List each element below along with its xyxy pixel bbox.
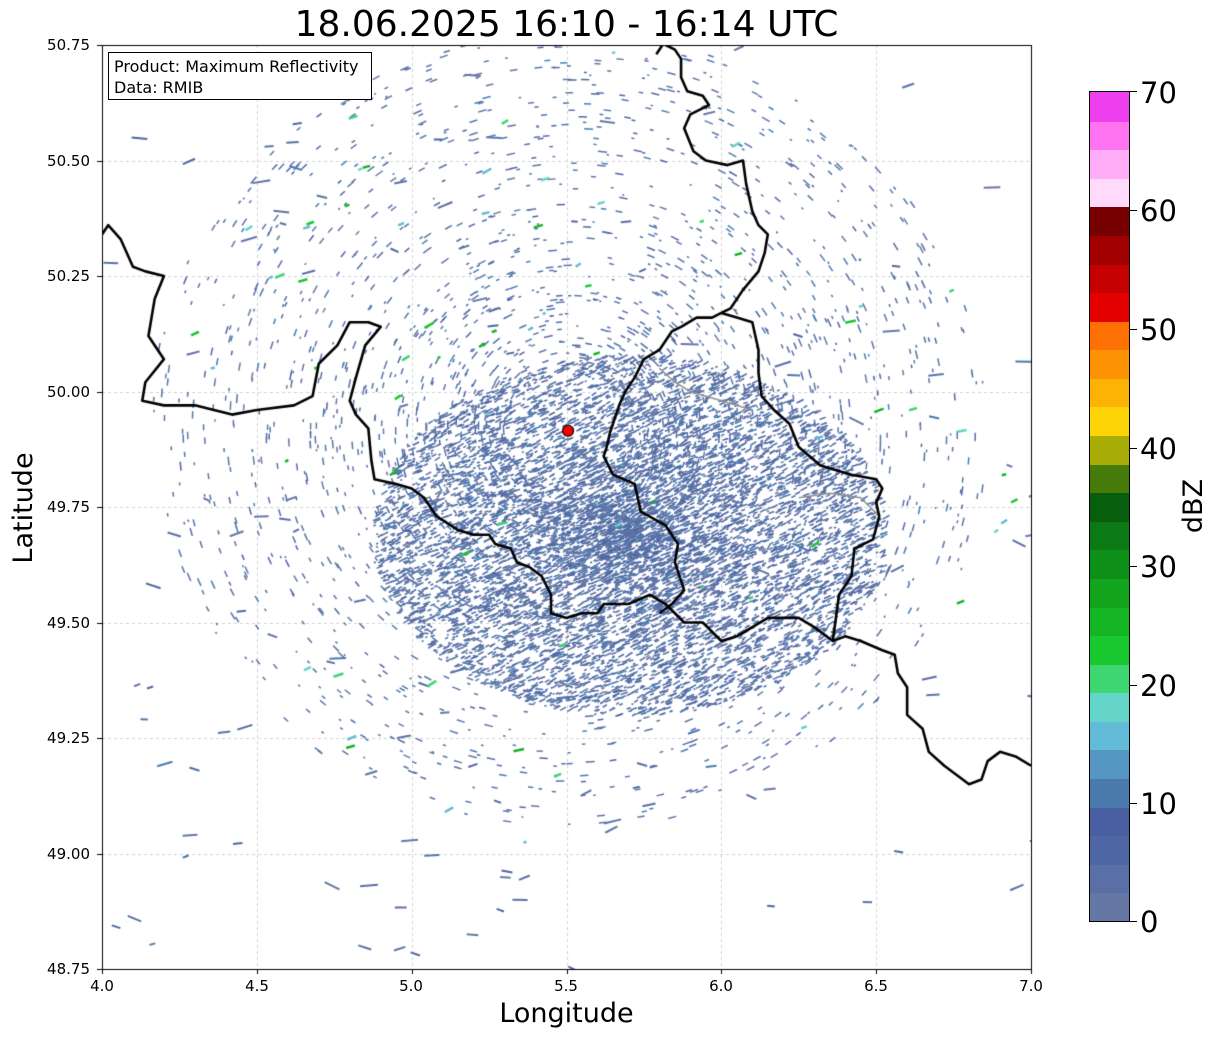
colorbar-segment	[1090, 292, 1129, 322]
x-tick-label: 4.5	[245, 977, 269, 995]
y-axis-label: Latitude	[8, 452, 39, 564]
colorbar-segment	[1090, 606, 1129, 637]
colorbar-segment	[1090, 92, 1129, 122]
map-title: 18.06.2025 16:10 - 16:14 UTC	[294, 4, 839, 45]
colorbar-tick-mark	[1130, 210, 1137, 211]
colorbar-tick-label: 70	[1140, 76, 1177, 110]
colorbar-segment	[1090, 234, 1129, 265]
colorbar-segment	[1090, 863, 1129, 894]
colorbar-segment	[1090, 377, 1129, 408]
colorbar-segment	[1090, 520, 1129, 551]
y-tick-label: 49.75	[47, 498, 90, 516]
colorbar-tick-mark	[1130, 566, 1137, 567]
colorbar-segment	[1090, 406, 1129, 437]
x-tick-label: 6.5	[864, 977, 888, 995]
colorbar-tick-label: 60	[1140, 194, 1177, 228]
colorbar-segment	[1090, 435, 1129, 465]
colorbar-segment	[1090, 577, 1129, 608]
colorbar-unit-label: dBZ	[1178, 478, 1209, 534]
y-tick-label: 49.00	[47, 845, 90, 863]
colorbar-segment	[1090, 806, 1129, 837]
x-tick-label: 7.0	[1019, 977, 1043, 995]
colorbar-tick-mark	[1130, 921, 1137, 922]
colorbar-segment	[1090, 349, 1129, 379]
colorbar-segment	[1090, 749, 1129, 780]
x-tick-label: 5.5	[554, 977, 578, 995]
y-tick-label: 49.25	[47, 729, 90, 747]
data-source-label: Data: RMIB	[114, 78, 204, 97]
colorbar-segment	[1090, 892, 1129, 921]
colorbar-segment	[1090, 120, 1129, 151]
x-tick-label: 4.0	[90, 977, 114, 995]
colorbar-segment	[1090, 177, 1129, 208]
colorbar-segment	[1090, 778, 1129, 808]
product-label: Product: Maximum Reflectivity	[114, 57, 359, 76]
y-tick-label: 50.50	[47, 152, 90, 170]
colorbar-tick-mark	[1130, 329, 1137, 330]
colorbar-tick-label: 30	[1140, 550, 1177, 584]
colorbar-segment	[1090, 635, 1129, 665]
y-tick-label: 50.00	[47, 383, 90, 401]
colorbar-segment	[1090, 206, 1129, 236]
colorbar-tick-mark	[1130, 448, 1137, 449]
colorbar-segment	[1090, 835, 1129, 865]
colorbar-segment	[1090, 663, 1129, 694]
colorbar-segment	[1090, 692, 1129, 722]
colorbar-segment	[1090, 549, 1129, 579]
x-tick-label: 6.0	[709, 977, 733, 995]
colorbar-segment	[1090, 720, 1129, 751]
colorbar-tick-mark	[1130, 91, 1137, 92]
y-tick-label: 50.25	[47, 267, 90, 285]
colorbar-segment	[1090, 463, 1129, 494]
x-tick-label: 5.0	[399, 977, 423, 995]
colorbar-segment	[1090, 149, 1129, 179]
colorbar-tick-mark	[1130, 803, 1137, 804]
y-tick-label: 50.75	[47, 36, 90, 54]
colorbar-segment	[1090, 320, 1129, 351]
y-tick-label: 48.75	[47, 960, 90, 978]
colorbar-tick-label: 40	[1140, 432, 1177, 466]
colorbar-segment	[1090, 492, 1129, 522]
product-info-box: Product: Maximum Reflectivity Data: RMIB	[108, 52, 372, 100]
colorbar-tick-label: 10	[1140, 787, 1177, 821]
colorbar-tick-label: 0	[1140, 905, 1159, 939]
colorbar-tick-label: 20	[1140, 669, 1177, 703]
y-tick-label: 49.50	[47, 614, 90, 632]
colorbar	[1089, 91, 1130, 922]
colorbar-tick-label: 50	[1140, 313, 1177, 347]
colorbar-segment	[1090, 263, 1129, 294]
x-axis-label: Longitude	[499, 998, 634, 1029]
colorbar-tick-mark	[1130, 685, 1137, 686]
